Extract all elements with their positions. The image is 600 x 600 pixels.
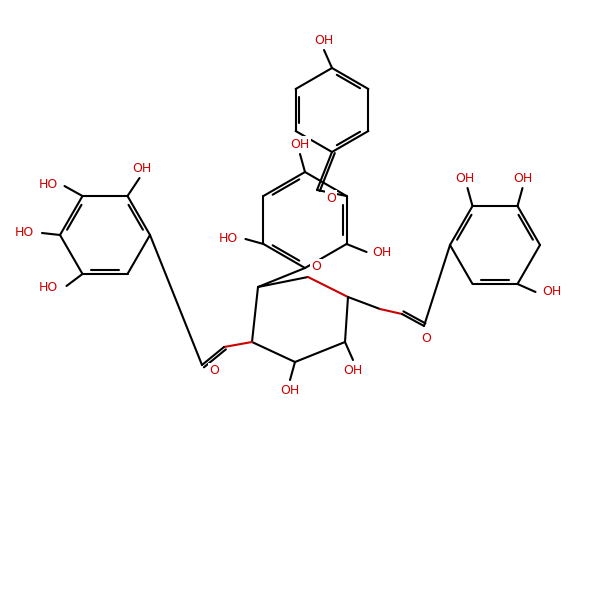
Text: O: O xyxy=(209,364,219,377)
Text: HO: HO xyxy=(14,226,34,239)
Text: O: O xyxy=(326,191,336,205)
Text: HO: HO xyxy=(39,178,58,191)
Text: OH: OH xyxy=(290,137,310,151)
Text: OH: OH xyxy=(314,34,334,46)
Text: OH: OH xyxy=(132,161,151,175)
Text: HO: HO xyxy=(219,232,238,245)
Text: OH: OH xyxy=(372,245,391,259)
Text: OH: OH xyxy=(455,172,474,185)
Text: O: O xyxy=(421,331,431,344)
Text: OH: OH xyxy=(343,364,362,377)
Text: OH: OH xyxy=(280,385,299,397)
Text: HO: HO xyxy=(39,281,58,295)
Text: O: O xyxy=(311,260,321,274)
Text: OH: OH xyxy=(513,172,532,185)
Text: OH: OH xyxy=(542,286,561,298)
